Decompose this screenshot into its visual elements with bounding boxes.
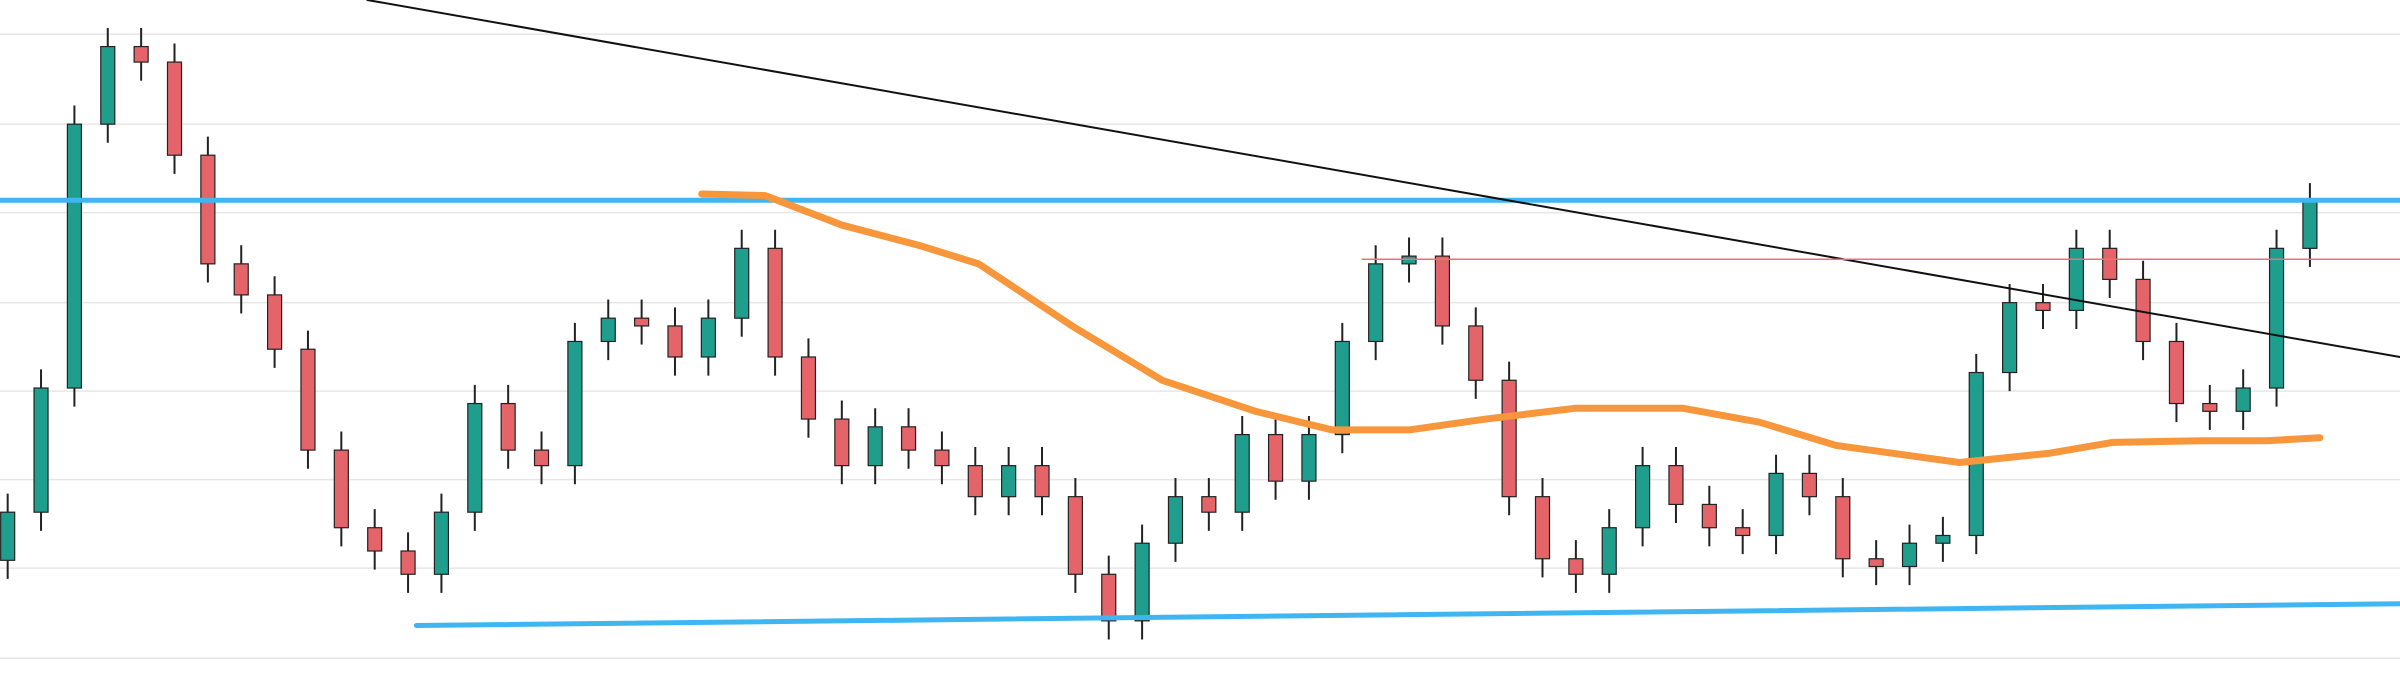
candle-body xyxy=(2168,340,2185,405)
overlay-line xyxy=(698,190,2324,467)
candle-body xyxy=(233,263,249,296)
candle-body xyxy=(834,418,850,467)
candle-body xyxy=(2268,247,2285,389)
candle-body xyxy=(667,325,683,358)
candle-body xyxy=(634,317,650,327)
overlay-line xyxy=(413,601,2400,628)
candle-body xyxy=(1901,542,1918,568)
candle-body xyxy=(1434,255,1451,327)
candle-body xyxy=(1634,465,1651,529)
candle-body xyxy=(1167,496,1184,544)
candle-body xyxy=(867,426,883,467)
candle-body xyxy=(333,449,349,529)
candle-body xyxy=(2068,247,2084,312)
candle-body xyxy=(1501,379,1517,498)
candle-body xyxy=(1001,465,1017,498)
candle-body xyxy=(800,356,817,420)
candle-body xyxy=(166,61,183,156)
candle-body xyxy=(1735,527,1751,537)
candle-body xyxy=(1701,503,1717,529)
candle-body xyxy=(467,402,483,513)
candle-body xyxy=(734,247,750,319)
candle-body xyxy=(1568,558,1584,575)
candle-body xyxy=(900,426,917,451)
overlay-line xyxy=(366,0,2400,358)
candle-body xyxy=(300,348,316,451)
candle-body xyxy=(1067,496,1083,575)
candle-body xyxy=(266,294,283,350)
candle-body xyxy=(2102,247,2118,280)
candle-body xyxy=(433,511,450,575)
candle-body xyxy=(66,123,83,389)
candle-body xyxy=(1801,472,1818,498)
candle-body xyxy=(2235,387,2251,412)
candle-body xyxy=(1835,496,1851,560)
candle-body xyxy=(1301,433,1317,482)
candle-body xyxy=(967,465,983,498)
candle-body xyxy=(1668,465,1684,506)
candle-body xyxy=(33,387,49,513)
candle-body xyxy=(100,45,116,125)
candle-body xyxy=(767,247,783,358)
candle-body xyxy=(1201,496,1217,513)
candle-body xyxy=(1334,340,1350,436)
candle-body xyxy=(700,317,716,358)
candle-body xyxy=(1468,325,1484,381)
candle-body xyxy=(1968,371,1984,537)
candle-body xyxy=(1935,534,1951,544)
candle-body xyxy=(934,449,950,467)
candle-body xyxy=(2002,302,2018,374)
candle-body xyxy=(533,449,550,467)
candle-body xyxy=(1401,255,1417,265)
candle-body xyxy=(500,402,516,451)
candle-body xyxy=(600,317,616,343)
candle-body xyxy=(1868,558,1884,568)
candle-body xyxy=(1034,465,1050,498)
candle-body xyxy=(1134,542,1150,622)
candle-body xyxy=(367,527,383,552)
candle-body xyxy=(567,340,583,467)
candle-body xyxy=(200,154,216,265)
candle-body xyxy=(400,550,416,575)
candle-body xyxy=(2302,201,2318,249)
candle-body xyxy=(2035,302,2051,312)
candle-body xyxy=(2202,402,2218,412)
candle-body xyxy=(1267,433,1284,482)
candle-body xyxy=(1768,472,1784,537)
candle-body xyxy=(133,45,149,63)
candle-body xyxy=(1601,527,1617,575)
candle-body xyxy=(1234,433,1250,513)
candle-body xyxy=(1101,573,1117,622)
candle-body xyxy=(1368,263,1384,343)
candle-body xyxy=(0,511,16,561)
candle-body xyxy=(1534,496,1551,560)
